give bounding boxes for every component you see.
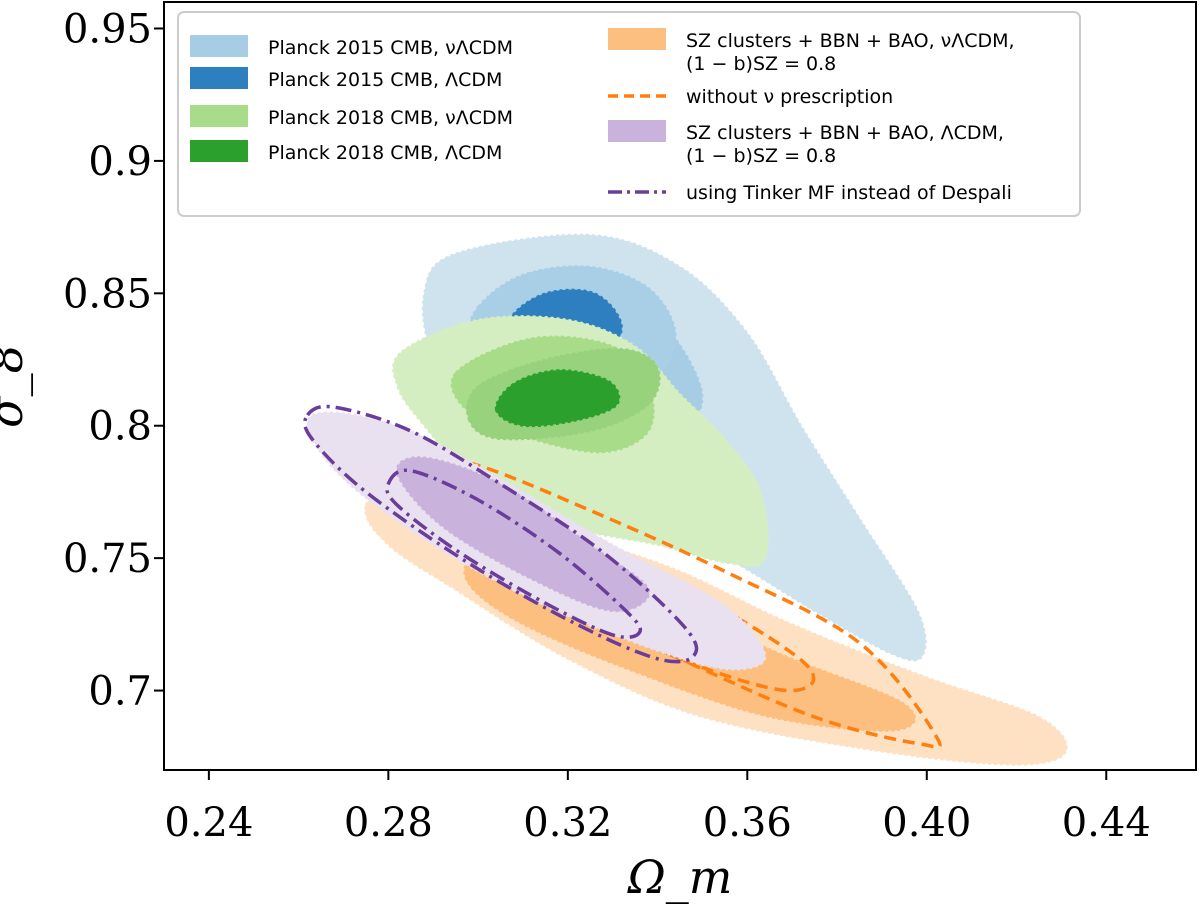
legend-label: using Tinker MF instead of Despali bbox=[686, 182, 1012, 204]
legend-column-left: Planck 2015 CMB, νΛCDM Planck 2015 CMB, Λ… bbox=[190, 35, 513, 164]
legend-entry-left-1: Planck 2015 CMB, ΛCDM bbox=[190, 67, 502, 91]
y-tick-label: 0.8 bbox=[88, 404, 152, 450]
x-tick-label: 0.32 bbox=[523, 800, 612, 846]
legend-entry-left-0: Planck 2015 CMB, νΛCDM bbox=[190, 35, 513, 59]
legend-swatch bbox=[608, 120, 666, 142]
x-tick-label: 0.28 bbox=[344, 800, 433, 846]
x-tick-label: 0.24 bbox=[164, 800, 253, 846]
legend-label-line2: (1 − b)SZ = 0.8 bbox=[686, 145, 836, 167]
x-axis: 0.24 0.28 0.32 0.36 0.40 0.44 bbox=[164, 770, 1151, 846]
series-3 bbox=[465, 347, 661, 441]
y-axis-title: σ_8 bbox=[0, 344, 33, 428]
y-tick-label: 0.85 bbox=[63, 271, 152, 317]
legend-swatch bbox=[190, 35, 248, 57]
y-tick-label: 0.9 bbox=[88, 139, 152, 185]
legend: Planck 2015 CMB, νΛCDM Planck 2015 CMB, Λ… bbox=[177, 11, 1081, 217]
plot-frame bbox=[163, 1, 1197, 771]
legend-entry-right-0: SZ clusters + BBN + BAO, νΛCDM,(1 − b)SZ… bbox=[608, 28, 1015, 75]
contour-series-7-level-1 bbox=[385, 468, 643, 640]
x-tick-label: 0.40 bbox=[882, 800, 971, 846]
legend-entry-right-2: SZ clusters + BBN + BAO, ΛCDM,(1 − b)SZ … bbox=[608, 120, 1004, 167]
y-tick-label: 0.95 bbox=[63, 6, 152, 52]
x-axis-title: Ω_m bbox=[627, 850, 733, 904]
series-7 bbox=[303, 404, 699, 664]
legend-column-right: SZ clusters + BBN + BAO, νΛCDM,(1 − b)SZ… bbox=[608, 28, 1015, 204]
legend-swatch bbox=[190, 105, 248, 127]
legend-label: SZ clusters + BBN + BAO, ΛCDM, bbox=[686, 122, 1004, 144]
y-tick-label: 0.75 bbox=[63, 536, 152, 582]
contour-series-3-level-1 bbox=[494, 369, 621, 428]
legend-swatch bbox=[190, 140, 248, 162]
contour-layer bbox=[303, 233, 1068, 766]
y-axis: 0.7 0.75 0.8 0.85 0.9 0.95 bbox=[63, 6, 164, 715]
legend-label: Planck 2015 CMB, ΛCDM bbox=[268, 69, 502, 91]
legend-label-line2: (1 − b)SZ = 0.8 bbox=[686, 53, 836, 75]
legend-label: SZ clusters + BBN + BAO, νΛCDM, bbox=[686, 30, 1015, 52]
y-tick-label: 0.7 bbox=[88, 669, 152, 715]
legend-entry-left-2: Planck 2018 CMB, νΛCDM bbox=[190, 105, 513, 129]
legend-entry-right-1: without ν prescription bbox=[608, 86, 893, 108]
x-tick-label: 0.36 bbox=[703, 800, 792, 846]
legend-label: Planck 2015 CMB, νΛCDM bbox=[268, 37, 513, 59]
legend-swatch bbox=[608, 28, 666, 50]
legend-label: without ν prescription bbox=[686, 86, 893, 108]
x-tick-label: 0.44 bbox=[1062, 800, 1151, 846]
legend-entry-left-3: Planck 2018 CMB, ΛCDM bbox=[190, 140, 502, 164]
legend-label: Planck 2018 CMB, ΛCDM bbox=[268, 142, 502, 164]
legend-swatch bbox=[190, 67, 248, 89]
legend-entry-right-3: using Tinker MF instead of Despali bbox=[608, 182, 1012, 204]
contour-series-7-level-0 bbox=[303, 404, 699, 664]
legend-frame bbox=[177, 11, 1081, 217]
legend-label: Planck 2018 CMB, νΛCDM bbox=[268, 107, 513, 129]
